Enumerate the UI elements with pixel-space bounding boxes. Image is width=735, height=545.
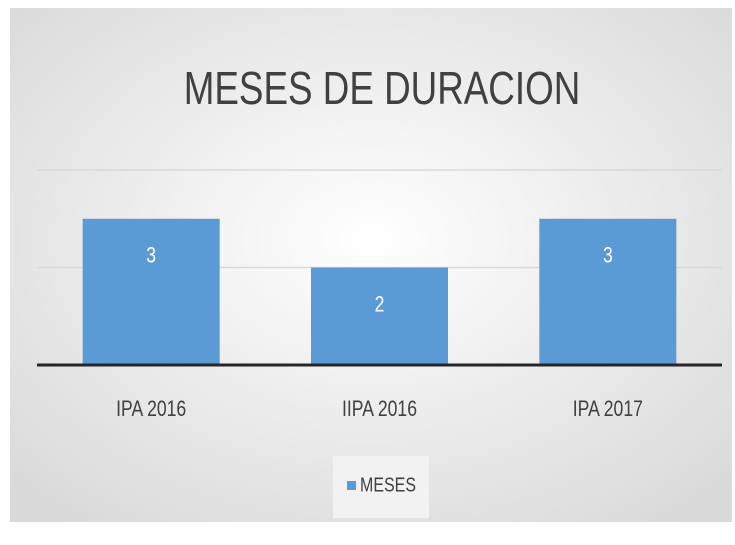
data-label-group: 3 xyxy=(603,244,613,268)
title-group: MESES DE DURACION xyxy=(184,62,581,114)
data-label: 3 xyxy=(603,244,613,268)
data-label: 3 xyxy=(146,244,156,268)
bar xyxy=(539,218,677,365)
x-label-group: IPA 2017 xyxy=(573,397,643,421)
legend-swatch xyxy=(347,481,356,490)
legend-label: MESES xyxy=(360,474,416,496)
data-label-group: 2 xyxy=(375,293,385,317)
x-label-group: IPA 2016 xyxy=(116,397,186,421)
chart-title: MESES DE DURACION xyxy=(184,62,581,114)
x-label-group: IIPA 2016 xyxy=(342,397,417,421)
x-tick-label: IPA 2017 xyxy=(573,397,643,421)
data-label-group: 3 xyxy=(146,244,156,268)
bar xyxy=(82,218,220,365)
x-tick-label: IPA 2016 xyxy=(116,397,186,421)
data-label: 2 xyxy=(375,293,385,317)
x-tick-label: IIPA 2016 xyxy=(342,397,417,421)
legend-label-group: MESES xyxy=(360,474,416,496)
bar xyxy=(311,267,448,365)
